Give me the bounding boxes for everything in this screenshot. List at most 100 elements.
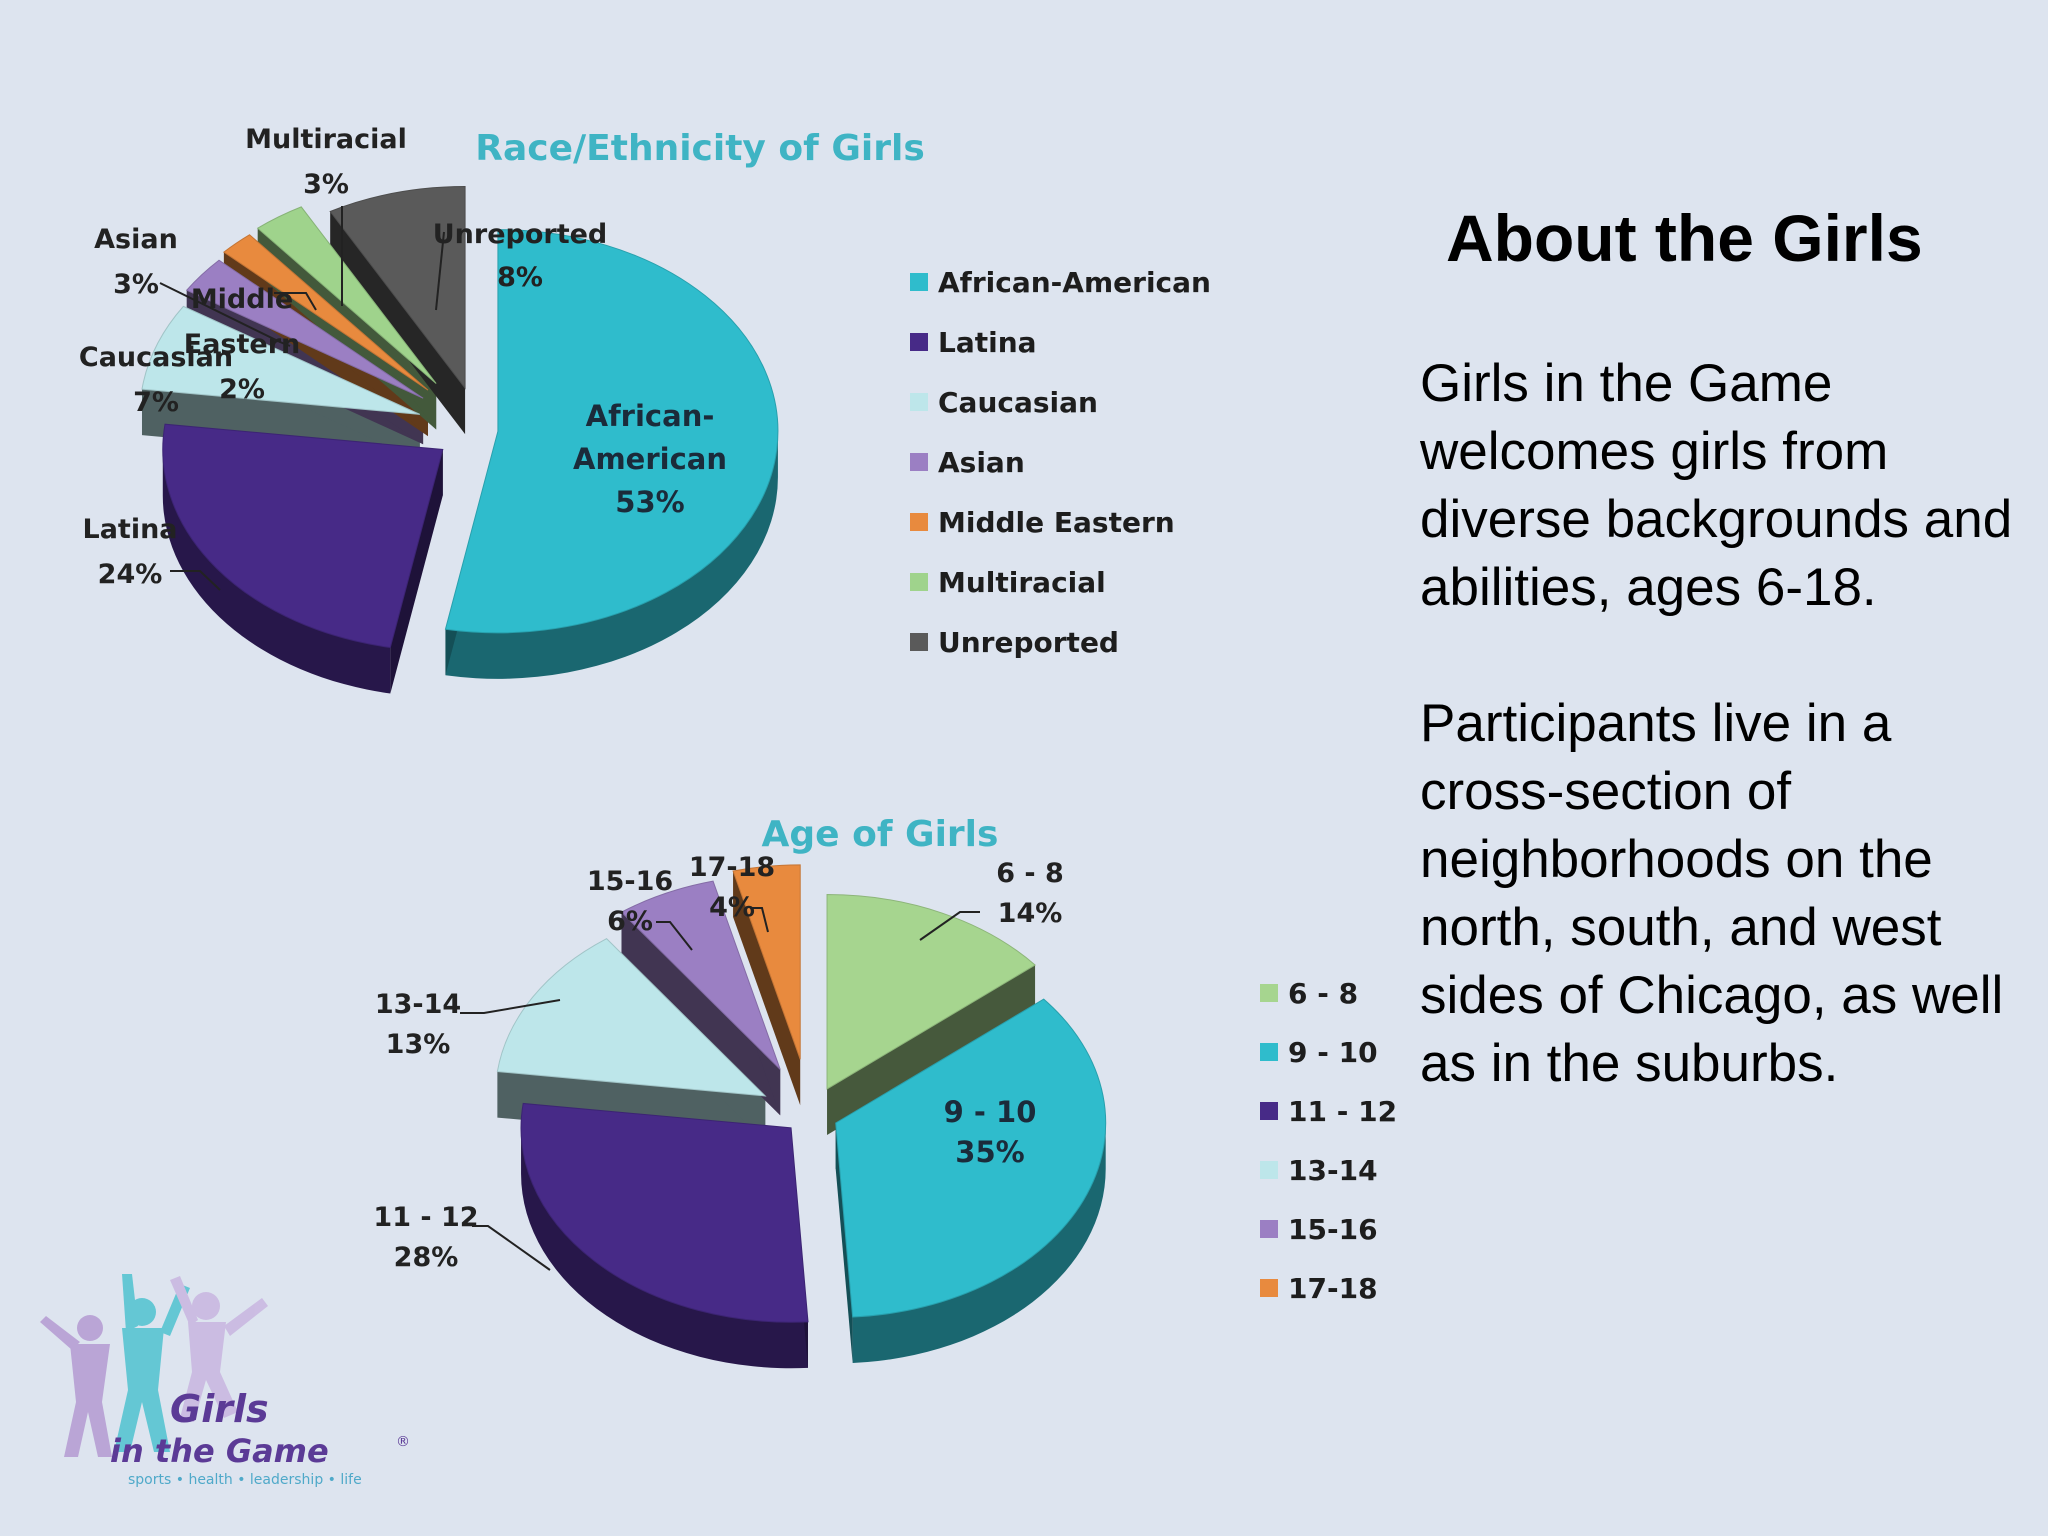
logo-tagline: sports • health • leadership • life <box>128 1472 362 1488</box>
slice-middle-eastern <box>223 234 429 391</box>
logo-line2: in the Game <box>110 1432 329 1470</box>
legend-swatch-11-12 <box>1260 1102 1278 1120</box>
legend-label-middle-eastern: Middle Eastern <box>938 506 1175 539</box>
callout-african-american-1: American <box>573 442 727 476</box>
legend-swatch-african-american <box>910 273 928 291</box>
legend-swatch-17-18 <box>1260 1279 1278 1297</box>
slice-edge-6-8 <box>827 965 1036 1135</box>
chart-legend: African-American Latina Caucasian Asian Midd… <box>910 266 1211 659</box>
slice-17-18 <box>732 864 801 1060</box>
callout-leader-6-8 <box>919 911 980 941</box>
logo-graphic: Girls in the Game ® sports • health • le… <box>40 1274 410 1488</box>
slice-edge-latina <box>390 449 443 694</box>
slice-side-latina <box>162 449 391 694</box>
slice-9-10 <box>835 998 1107 1318</box>
legend-swatch-asian <box>910 453 928 471</box>
callout-13-14-1: 13% <box>386 1029 451 1060</box>
callout-caucasian-1: 7% <box>133 387 179 418</box>
chart-legend: 6 - 8 9 - 10 11 - 12 13-14 15-16 17-18 <box>1260 977 1397 1305</box>
legend-swatch-middle-eastern <box>910 513 928 531</box>
callout-multiracial-0: Multiracial <box>245 124 407 155</box>
slice-6-8 <box>826 894 1036 1090</box>
about-paragraph-welcome: Girls in the Game welcomes girls from di… <box>1420 354 2013 617</box>
callout-unreported-1: 8% <box>497 262 543 293</box>
slice-edge-17-18 <box>733 870 801 1106</box>
pie-top-faces <box>496 864 1107 1323</box>
legend-swatch-multiracial <box>910 573 928 591</box>
about-section: About the Girls Girls in the Game welcom… <box>1420 200 2040 1098</box>
callout-middle-eastern-2: 2% <box>219 374 265 405</box>
age-chart: Age of Girls 6 - 8 14% 9 - 10 35% 11 - 12 28% 1… <box>360 790 1420 1369</box>
legend-label-asian: Asian <box>938 446 1025 479</box>
slice-asian <box>185 259 424 399</box>
slice-unreported <box>329 186 466 390</box>
callout-caucasian-0: Caucasian <box>79 342 233 373</box>
about-paragraph-participants: Participants live in a cross-section of … <box>1420 694 2004 1093</box>
legend-swatch-latina <box>910 333 928 351</box>
legend-label-latina: Latina <box>938 326 1037 359</box>
legend-label-african-american: African-American <box>938 266 1211 299</box>
slice-side-9-10 <box>852 1123 1106 1364</box>
callout-17-18-0: 17-18 <box>689 852 775 883</box>
callout-leader-17-18 <box>750 907 769 933</box>
slice-edge-15-16 <box>621 912 781 1116</box>
legend-label-multiracial: Multiracial <box>938 566 1106 599</box>
slice-side-african-american <box>445 431 778 679</box>
slice-edge-9-10 <box>835 1123 853 1364</box>
callout-9-10-0: 9 - 10 <box>944 1095 1037 1129</box>
callout-asian-0: Asian <box>94 224 178 255</box>
callout-latina-0: Latina <box>82 514 177 545</box>
callout-leader-middle-eastern <box>274 292 317 311</box>
race-ethnicity-pie-svg: Race/Ethnicity of Girls African-American 5… <box>79 124 1211 694</box>
girls-in-the-game-logo: Girls in the Game ® sports • health • le… <box>30 1262 430 1492</box>
legend-swatch-15-16 <box>1260 1220 1278 1238</box>
pie-top-faces <box>141 186 779 649</box>
callout-15-16-1: 6% <box>607 906 653 937</box>
legend-swatch-caucasian <box>910 393 928 411</box>
callout-17-18-1: 4% <box>709 892 755 923</box>
slice-13-14 <box>496 938 767 1097</box>
legend-label-13-14: 13-14 <box>1288 1154 1378 1187</box>
callout-middle-eastern-0: Middle <box>191 284 293 315</box>
legend-label-caucasian: Caucasian <box>938 386 1098 419</box>
logo-registered-mark: ® <box>396 1434 410 1450</box>
slice-multiracial <box>256 206 437 384</box>
legend-label-unreported: Unreported <box>938 626 1119 659</box>
legend-label-17-18: 17-18 <box>1288 1272 1378 1305</box>
race-ethnicity-chart: Race/Ethnicity of Girls African- American 5… <box>60 110 1300 710</box>
jumping-girls-silhouette-icon <box>40 1274 268 1457</box>
callout-6-8-1: 14% <box>998 898 1063 929</box>
callout-leader-asian <box>159 282 291 347</box>
callout-asian-1: 3% <box>113 269 159 300</box>
about-title: About the Girls <box>1446 201 1923 275</box>
chart-title: Race/Ethnicity of Girls <box>475 128 925 169</box>
callout-multiracial-1: 3% <box>303 169 349 200</box>
legend-swatch-13-14 <box>1260 1161 1278 1179</box>
slice-11-12 <box>520 1102 809 1323</box>
slice-caucasian <box>141 305 420 415</box>
legend-swatch-6-8 <box>1260 984 1278 1002</box>
callout-unreported-0: Unreported <box>433 219 608 250</box>
slice-african-american <box>444 229 779 634</box>
callout-6-8-0: 6 - 8 <box>996 858 1064 889</box>
legend-label-15-16: 15-16 <box>1288 1213 1378 1246</box>
callout-leader-15-16 <box>656 921 693 951</box>
callout-leader-11-12 <box>472 1225 551 1271</box>
logo-line1: Girls <box>170 1387 269 1431</box>
legend-swatch-unreported <box>910 633 928 651</box>
pie-callouts: African- American 53% Latina 24% Caucasian 7% A… <box>79 124 727 591</box>
callout-african-american-2: 53% <box>615 485 684 519</box>
callout-leader-unreported <box>435 231 445 311</box>
legend-label-11-12: 11 - 12 <box>1288 1095 1397 1128</box>
callout-leader-13-14 <box>460 999 561 1014</box>
slice-15-16 <box>620 880 781 1070</box>
callout-latina-1: 24% <box>98 559 163 590</box>
callout-leader-latina <box>170 570 221 591</box>
chart-title: Age of Girls <box>762 814 999 855</box>
legend-swatch-9-10 <box>1260 1043 1278 1061</box>
callout-9-10-1: 35% <box>955 1135 1024 1169</box>
callout-11-12-1: 28% <box>394 1242 459 1273</box>
slice-latina <box>162 423 444 649</box>
pie-callouts: 6 - 8 14% 9 - 10 35% 11 - 12 28% 13-14 13% 15-16… <box>373 852 1063 1273</box>
legend-label-6-8: 6 - 8 <box>1288 977 1358 1010</box>
